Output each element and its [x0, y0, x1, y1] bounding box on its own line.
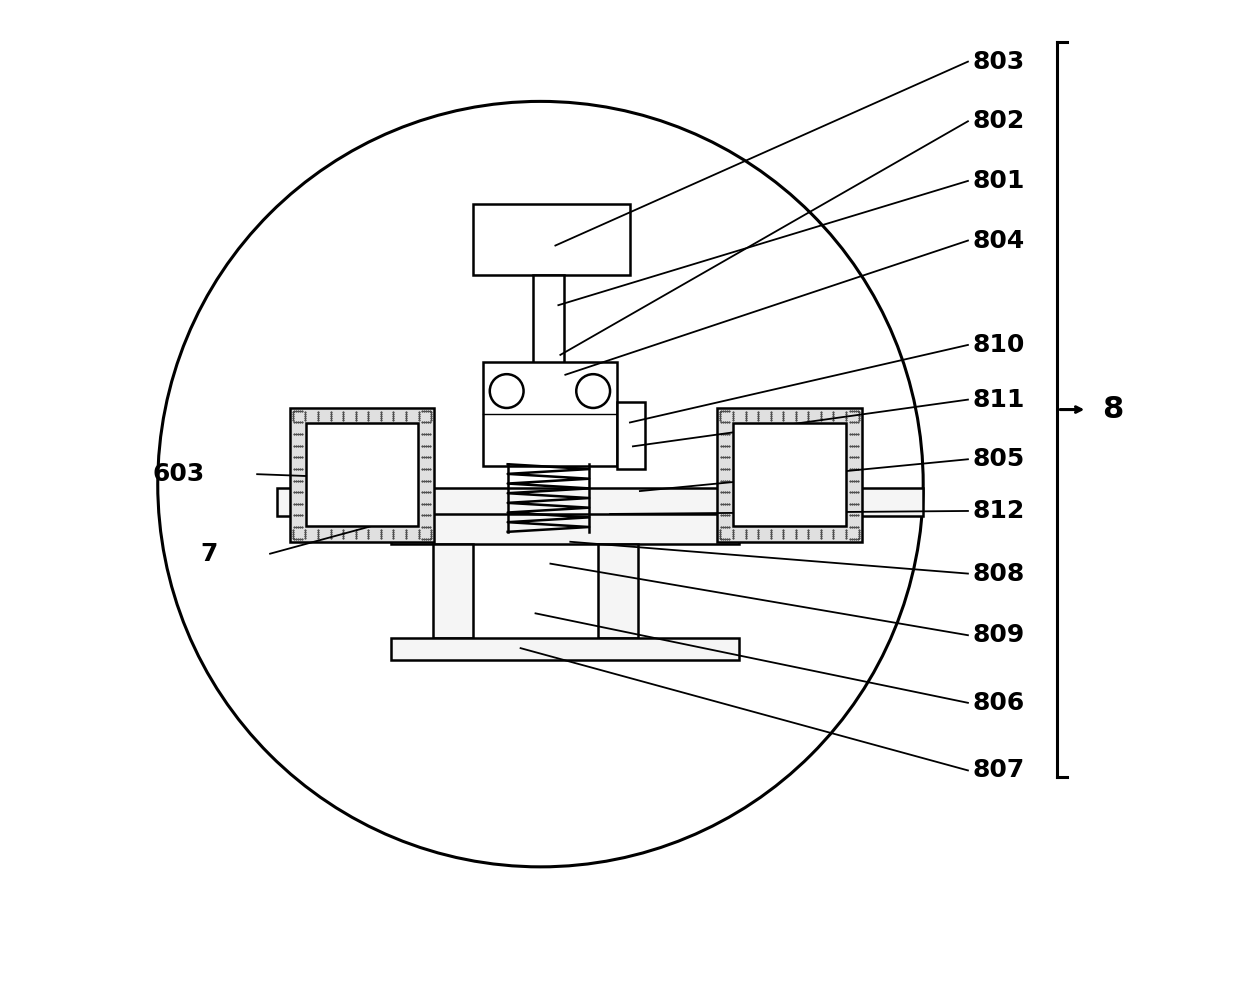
Bar [733, 423, 846, 526]
Bar [290, 407, 434, 541]
Bar [392, 514, 739, 543]
Text: 803: 803 [973, 49, 1025, 74]
Bar [306, 423, 418, 526]
Text: 812: 812 [973, 499, 1025, 523]
Bar [598, 543, 637, 638]
Text: 810: 810 [973, 333, 1025, 357]
Bar [433, 543, 472, 638]
Text: 807: 807 [973, 758, 1025, 782]
Bar [718, 407, 862, 541]
Text: 801: 801 [973, 169, 1025, 193]
Bar [482, 362, 618, 467]
Text: 805: 805 [973, 448, 1025, 472]
Text: 7: 7 [201, 541, 218, 565]
Text: 603: 603 [153, 463, 205, 486]
Bar [277, 488, 924, 516]
Bar [392, 638, 739, 660]
Bar [472, 204, 630, 275]
Text: 802: 802 [973, 109, 1025, 133]
Bar [502, 363, 594, 393]
Text: 809: 809 [973, 623, 1025, 647]
Text: 806: 806 [973, 690, 1025, 715]
Text: 804: 804 [973, 229, 1025, 253]
Bar [532, 275, 564, 363]
Text: 811: 811 [973, 388, 1025, 411]
Bar [618, 401, 645, 469]
Text: 8: 8 [1102, 395, 1123, 424]
Text: 808: 808 [973, 561, 1025, 586]
